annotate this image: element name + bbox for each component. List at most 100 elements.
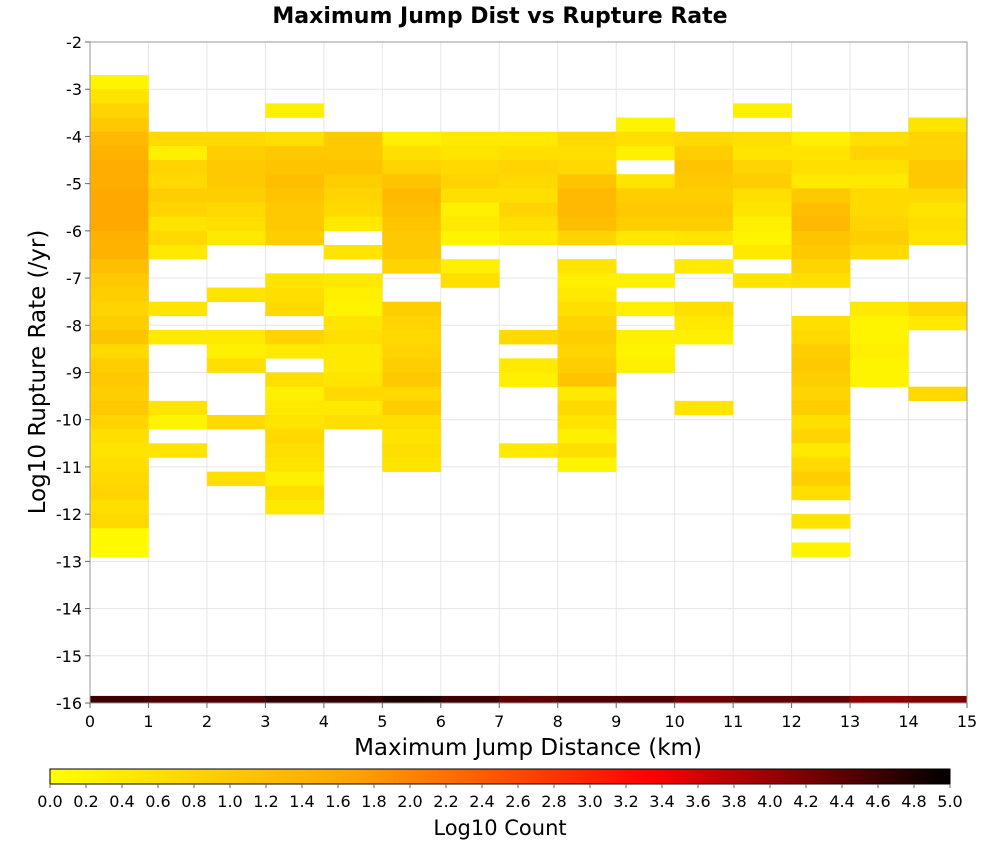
heatmap-cell — [90, 542, 149, 557]
heatmap-cell — [733, 188, 792, 203]
heatmap-cell — [674, 202, 734, 217]
heatmap-cell — [557, 160, 617, 175]
heatmap-cell — [674, 216, 734, 232]
heatmap-cell — [323, 273, 383, 288]
heatmap-cell — [90, 695, 149, 703]
colorbar-tick-label: 2.2 — [433, 792, 458, 811]
heatmap-cell — [557, 315, 617, 331]
colorbar-tick-label: 2.0 — [397, 792, 422, 811]
heatmap-cell — [206, 174, 266, 189]
heatmap-cell — [557, 131, 617, 147]
heatmap-cell — [206, 471, 266, 487]
heatmap-cell — [557, 145, 617, 161]
heatmap-cell — [90, 344, 149, 359]
heatmap-cell — [265, 457, 325, 472]
x-tick-label: 10 — [664, 712, 684, 731]
heatmap-cell — [499, 372, 559, 387]
heatmap-cell — [908, 386, 968, 402]
colorbar-tick-label: 4.0 — [757, 792, 782, 811]
heatmap-cell — [265, 695, 325, 703]
heatmap-cell — [90, 145, 149, 161]
y-tick-label: -8 — [66, 316, 82, 335]
heatmap-cell — [265, 471, 325, 487]
heatmap-cell — [206, 202, 266, 217]
heatmap-cell — [791, 273, 851, 288]
heatmap-cell — [791, 471, 851, 487]
heatmap-cell — [499, 188, 559, 203]
colorbar-tick-label: 4.8 — [901, 792, 926, 811]
heatmap-cell — [206, 131, 266, 147]
y-tick-label: -16 — [56, 694, 82, 713]
heatmap-cell — [323, 287, 383, 302]
heatmap-cell — [908, 117, 968, 133]
heatmap-cell — [90, 386, 149, 402]
colorbar-tick-label: 1.0 — [217, 792, 242, 811]
x-tick-label: 0 — [85, 712, 95, 731]
heatmap-cell — [557, 372, 617, 387]
heatmap-cell — [499, 358, 559, 373]
heatmap-cell — [90, 75, 149, 90]
heatmap-cell — [557, 202, 617, 217]
heatmap-cell — [323, 202, 383, 217]
heatmap-cell — [440, 216, 500, 232]
heatmap-cell — [440, 695, 500, 703]
heatmap-cell — [148, 202, 208, 217]
heatmap-cell — [791, 315, 851, 331]
heatmap-cell — [674, 188, 734, 203]
colorbar-tick-label: 5.0 — [937, 792, 962, 811]
heatmap-cell — [616, 145, 675, 161]
heatmap-cell — [90, 89, 149, 104]
heatmap-cell — [90, 131, 149, 147]
heatmap-cell — [791, 174, 851, 189]
heatmap-cell — [499, 230, 559, 246]
colorbar-tick-label: 1.4 — [289, 792, 314, 811]
heatmap-cell — [908, 131, 968, 147]
heatmap-cell — [440, 259, 500, 274]
heatmap-cell — [323, 145, 383, 161]
heatmap-cell — [206, 695, 266, 703]
heatmap-cell — [733, 245, 792, 260]
heatmap-cell — [616, 131, 675, 147]
heatmap-cell — [382, 301, 442, 317]
heatmap-cell — [674, 301, 734, 317]
heatmap-cell — [90, 330, 149, 345]
heatmap-cell — [791, 145, 851, 161]
heatmap-cell — [791, 400, 851, 416]
heatmap-cell — [206, 216, 266, 232]
heatmap-cell — [850, 216, 909, 232]
heatmap-cell — [557, 330, 617, 345]
heatmap-cell — [499, 202, 559, 217]
heatmap-cell — [206, 230, 266, 246]
heatmap-cell — [382, 386, 442, 402]
heatmap-cell — [148, 414, 208, 430]
heatmap-cell — [557, 695, 617, 703]
heatmap-cell — [382, 400, 442, 416]
heatmap-cell — [850, 160, 909, 175]
heatmap-cell — [791, 542, 851, 557]
heatmap-cell — [90, 429, 149, 444]
heatmap-cell — [265, 145, 325, 161]
heatmap-cell — [90, 414, 149, 430]
heatmap-cell — [616, 230, 675, 246]
heatmap-cell — [850, 202, 909, 217]
y-tick-label: -13 — [56, 552, 82, 571]
heatmap-cell — [265, 485, 325, 501]
heatmap-cell — [265, 429, 325, 444]
heatmap-cell — [557, 344, 617, 359]
x-axis-ticks: 0 1 2 3 4 5 6 7 8 9 10 11 12 13 14 15 — [85, 703, 977, 731]
heatmap-cell — [791, 230, 851, 246]
heatmap-cell — [323, 344, 383, 359]
colorbar-tick-label: 3.4 — [649, 792, 674, 811]
heatmap-cell — [616, 202, 675, 217]
heatmap-cell — [440, 160, 500, 175]
heatmap-cell — [90, 174, 149, 189]
heatmap-cell — [674, 230, 734, 246]
heatmap-cell — [499, 330, 559, 345]
heatmap-cell — [499, 131, 559, 147]
heatmap-cell — [148, 443, 208, 458]
heatmap-cell — [382, 443, 442, 458]
y-tick-label: -6 — [66, 222, 82, 241]
heatmap-cell — [616, 301, 675, 317]
heatmap-cell — [148, 160, 208, 175]
heatmap-cell — [791, 188, 851, 203]
